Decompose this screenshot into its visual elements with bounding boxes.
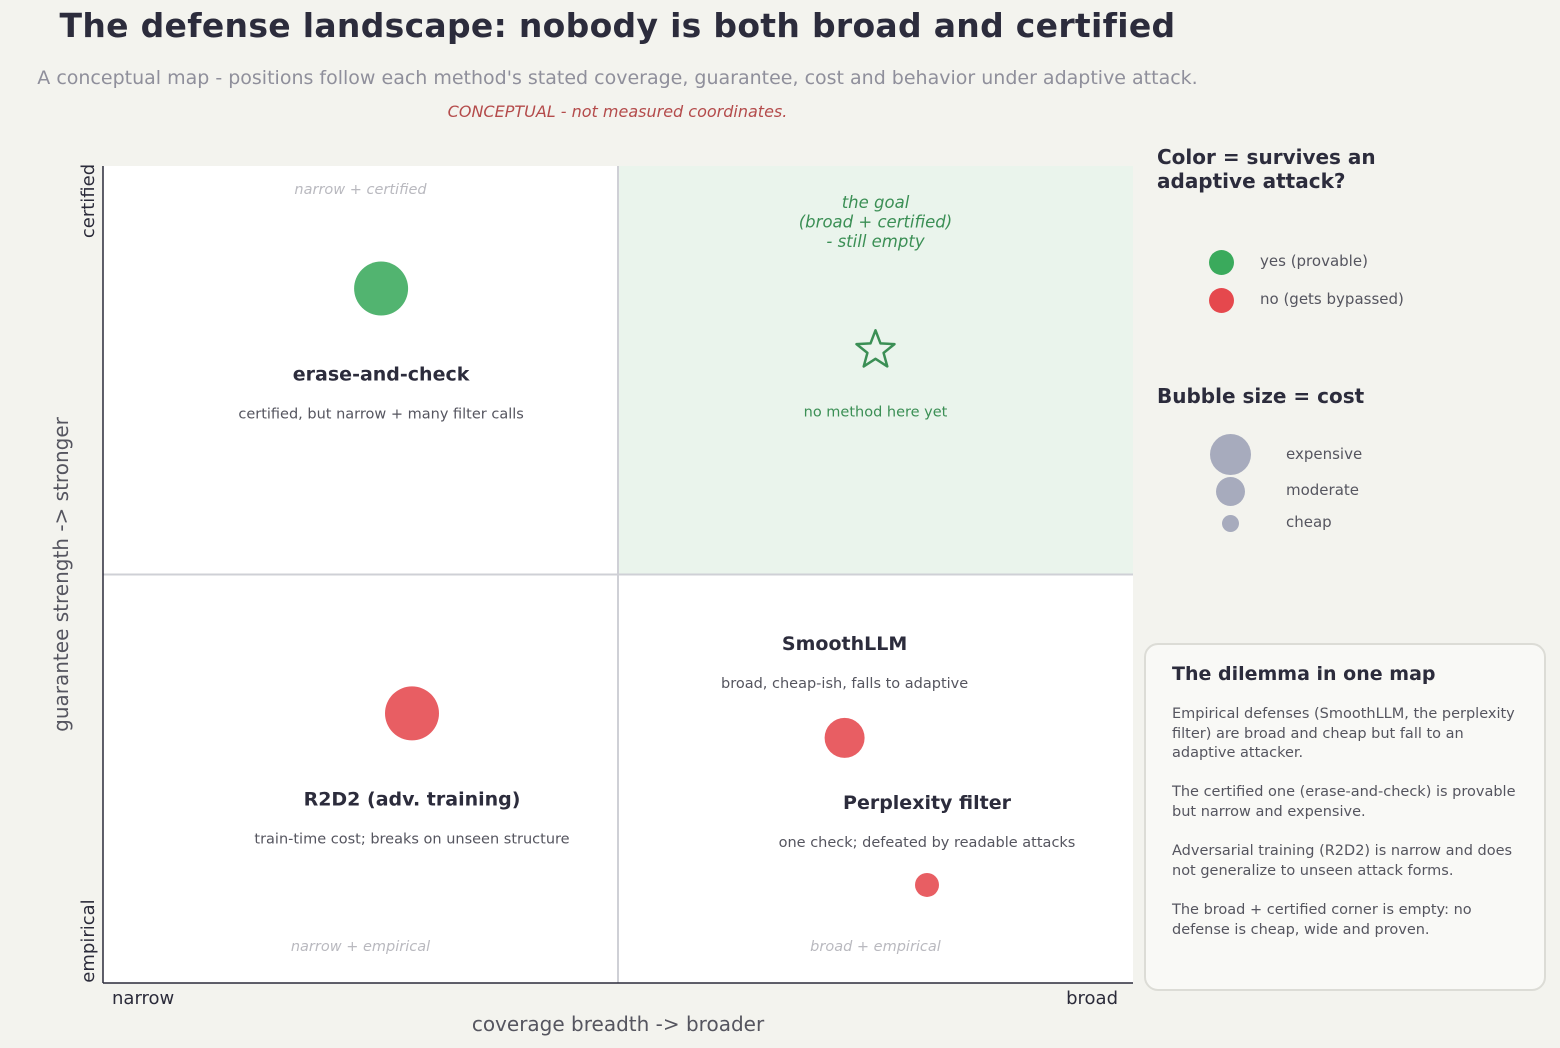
chart-subtitle: A conceptual map - positions follow each… — [37, 67, 1198, 89]
color-legend-title: Color = survives an adaptive attack? — [1157, 145, 1397, 193]
legend-label-bypassed: no (gets bypassed) — [1260, 290, 1404, 308]
dilemma-paragraph-3: Adversarial training (R2D2) is narrow an… — [1172, 843, 1513, 879]
goal-label-line-3: - still empty — [826, 232, 924, 251]
dilemma-paragraph-1: Empirical defenses (SmoothLLM, the perpl… — [1172, 706, 1515, 762]
y-tick-certified: certified — [78, 164, 99, 238]
legend-size-moderate — [1216, 477, 1245, 506]
chart-title: The defense landscape: nobody is both br… — [59, 6, 1176, 45]
dilemma-title: The dilemma in one map — [1172, 663, 1436, 685]
point-erase-and-check — [354, 261, 409, 316]
x-tick-broad: broad — [1066, 988, 1118, 1009]
legend-label-survives: yes (provable) — [1260, 252, 1368, 270]
legend-size-expensive — [1210, 434, 1251, 475]
scatter-chart: narrow broad empirical certified coverage br… — [49, 164, 1133, 1036]
legend-size-label-cheap: cheap — [1286, 513, 1332, 531]
goal-note: no method here yet — [804, 404, 948, 420]
point-desc-smoothllm: broad, cheap-ish, falls to adaptive — [721, 676, 968, 692]
point-desc-perplexity-filter: one check; defeated by readable attacks — [779, 835, 1076, 851]
goal-quadrant — [618, 166, 1133, 575]
point-desc-erase-and-check: certified, but narrow + many filter call… — [238, 407, 523, 423]
point-desc-r2d2-adv-training: train-time cost; breaks on unseen struct… — [254, 831, 569, 847]
x-tick-narrow: narrow — [112, 988, 174, 1009]
point-perplexity-filter — [915, 872, 939, 897]
dilemma-box: The dilemma in one map Empirical defense… — [1144, 643, 1546, 991]
point-smoothllm — [824, 717, 865, 758]
legend-dot-bypassed — [1209, 288, 1234, 313]
y-tick-empirical: empirical — [78, 899, 99, 982]
quadrant-label-broad-empirical: broad + empirical — [810, 939, 941, 955]
y-axis-label: guarantee strength -> stronger — [49, 416, 73, 731]
dilemma-paragraph-4: The broad + certified corner is empty: n… — [1172, 901, 1472, 938]
legend-size-cheap — [1222, 515, 1239, 532]
quadrant-label-narrow-certified: narrow + certified — [294, 182, 427, 198]
conceptual-warning: CONCEPTUAL - not measured coordinates. — [447, 102, 788, 121]
x-axis-label: coverage breadth -> broader — [472, 1012, 765, 1036]
point-label-perplexity-filter: Perplexity filter — [843, 792, 1012, 814]
dilemma-paragraph-2: The certified one (erase-and-check) is p… — [1172, 784, 1516, 820]
goal-label-line-1: the goal — [842, 193, 910, 212]
color-legend-title-text: Color = survives an adaptive attack? — [1157, 145, 1376, 193]
legend-size-label-expensive: expensive — [1286, 445, 1363, 463]
quadrant-label-narrow-empirical: narrow + empirical — [291, 939, 430, 955]
legend-dot-survives — [1209, 250, 1234, 275]
point-label-r2d2-adv-training: R2D2 (adv. training) — [304, 788, 521, 810]
size-legend-title: Bubble size = cost — [1157, 384, 1365, 408]
goal-label-line-2: (broad + certified) — [799, 213, 952, 232]
point-label-smoothllm: SmoothLLM — [782, 633, 907, 655]
point-r2d2-adv-training — [385, 686, 439, 741]
legend-size-label-moderate: moderate — [1286, 481, 1360, 499]
goal-star-icon — [855, 329, 896, 368]
point-label-erase-and-check: erase-and-check — [293, 364, 470, 386]
